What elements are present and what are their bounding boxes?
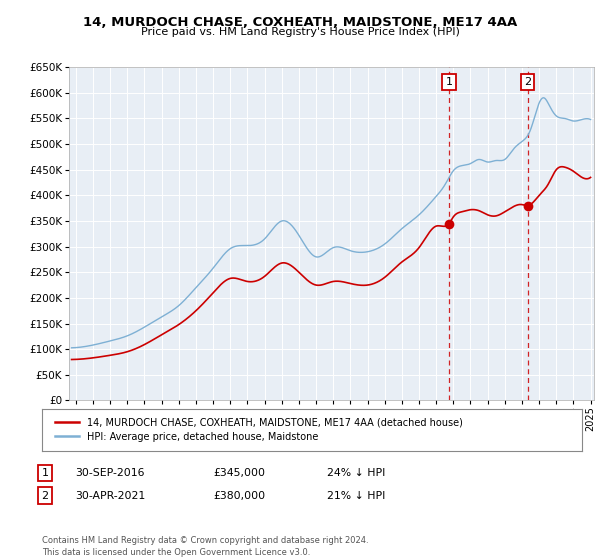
Text: 2: 2 (524, 77, 531, 87)
Text: £380,000: £380,000 (213, 491, 265, 501)
Text: 30-APR-2021: 30-APR-2021 (75, 491, 145, 501)
Text: 2: 2 (41, 491, 49, 501)
Text: Contains HM Land Registry data © Crown copyright and database right 2024.
This d: Contains HM Land Registry data © Crown c… (42, 536, 368, 557)
Text: 21% ↓ HPI: 21% ↓ HPI (327, 491, 385, 501)
Text: 24% ↓ HPI: 24% ↓ HPI (327, 468, 385, 478)
Text: 1: 1 (446, 77, 452, 87)
Legend: 14, MURDOCH CHASE, COXHEATH, MAIDSTONE, ME17 4AA (detached house), HPI: Average : 14, MURDOCH CHASE, COXHEATH, MAIDSTONE, … (52, 414, 466, 445)
Text: 14, MURDOCH CHASE, COXHEATH, MAIDSTONE, ME17 4AA: 14, MURDOCH CHASE, COXHEATH, MAIDSTONE, … (83, 16, 517, 29)
Text: 1: 1 (41, 468, 49, 478)
Text: £345,000: £345,000 (213, 468, 265, 478)
Text: Price paid vs. HM Land Registry's House Price Index (HPI): Price paid vs. HM Land Registry's House … (140, 27, 460, 37)
Text: 30-SEP-2016: 30-SEP-2016 (75, 468, 145, 478)
